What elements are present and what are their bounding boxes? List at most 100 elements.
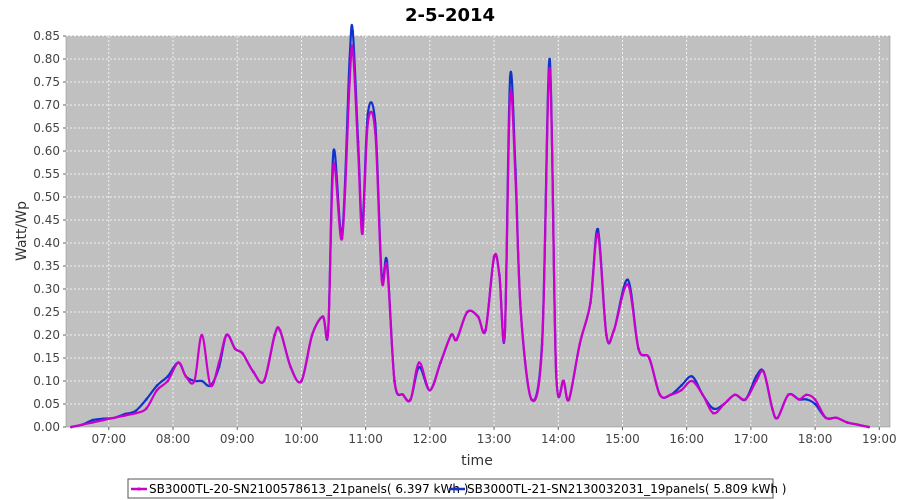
data-point [193, 379, 196, 383]
legend-marker [455, 487, 459, 491]
y-axis-ticks: 0.00 0.05 0.10 0.15 0.20 0.25 0.30 0.35 0.40 0.45… [33, 29, 66, 434]
data-point [393, 379, 396, 383]
data-point [91, 421, 95, 424]
y-tick-label: 0.50 [33, 190, 60, 204]
x-tick-label: 14:00 [541, 432, 576, 446]
data-point [548, 57, 551, 61]
gridlines [66, 35, 890, 427]
data-point [690, 379, 694, 383]
data-point [856, 423, 860, 427]
data-point [401, 393, 405, 397]
data-point [476, 315, 480, 318]
y-axis-label: Watt/Wp [14, 201, 30, 261]
data-point [455, 338, 458, 341]
data-point [835, 416, 838, 420]
legend: SB3000TL-20-SN2100578613_21panels( 6.397… [127, 478, 786, 499]
data-point [134, 409, 137, 413]
data-point [492, 255, 496, 259]
data-point [217, 361, 221, 364]
data-point [733, 393, 737, 397]
data-point [80, 423, 84, 427]
data-point [91, 418, 95, 422]
x-tick-label: 16:00 [669, 432, 704, 446]
y-tick-label: 0.05 [33, 397, 60, 411]
data-point [813, 398, 817, 401]
x-tick-label: 09:00 [220, 432, 255, 446]
data-point [177, 361, 180, 364]
data-point [449, 333, 453, 337]
data-point [680, 388, 683, 392]
data-point [514, 177, 517, 180]
data-point [262, 379, 266, 383]
data-point [200, 379, 204, 383]
data-point [321, 315, 325, 318]
data-point [669, 393, 672, 397]
legend-marker [137, 487, 141, 491]
data-point [134, 411, 137, 415]
x-axis-ticks: 07:00 08:00 09:00 10:00 11:00 12:00 13:00 14:00… [92, 427, 897, 446]
data-point [503, 333, 507, 337]
data-point [241, 352, 244, 355]
data-point [647, 356, 651, 360]
y-tick-label: 0.45 [33, 213, 60, 227]
data-point [578, 342, 581, 346]
x-tick-label: 15:00 [605, 432, 640, 446]
data-point [805, 393, 808, 397]
y-tick-label: 0.35 [33, 259, 60, 273]
y-tick-label: 0.60 [33, 144, 60, 158]
data-point [466, 310, 469, 314]
data-point [744, 398, 747, 401]
data-point [787, 393, 790, 397]
y-tick-label: 0.65 [33, 121, 60, 135]
data-point [102, 418, 105, 422]
x-tick-label: 17:00 [734, 432, 769, 446]
data-point [548, 66, 551, 70]
y-tick-label: 0.75 [33, 75, 60, 89]
data-point [776, 416, 779, 420]
y-tick-label: 0.25 [33, 305, 60, 319]
y-tick-label: 0.85 [33, 29, 60, 43]
series-layer [70, 24, 870, 429]
y-tick-label: 0.70 [33, 98, 60, 112]
data-point [762, 370, 765, 374]
data-point [417, 365, 421, 369]
data-point [596, 232, 600, 236]
data-point [658, 393, 662, 397]
data-point [278, 329, 282, 332]
data-point [123, 414, 127, 417]
data-point [626, 283, 630, 286]
x-tick-label: 11:00 [348, 432, 383, 446]
data-point [626, 278, 630, 282]
data-point [155, 388, 159, 392]
data-point [530, 398, 533, 401]
data-point [484, 329, 487, 332]
x-tick-label: 12:00 [413, 432, 448, 446]
x-tick-label: 10:00 [284, 432, 319, 446]
y-tick-label: 0.55 [33, 167, 60, 181]
data-point [409, 398, 412, 401]
data-point [332, 163, 335, 167]
chart-title: 2-5-2014 [405, 5, 495, 26]
data-point [374, 131, 377, 134]
data-point [439, 361, 442, 364]
data-point [567, 398, 571, 401]
data-point [310, 333, 314, 337]
data-point [428, 388, 432, 392]
data-point [562, 379, 565, 383]
data-point [540, 342, 544, 346]
data-point [361, 232, 364, 236]
data-point [273, 333, 277, 337]
data-point [813, 402, 817, 406]
data-point [637, 347, 640, 351]
y-tick-label: 0.00 [33, 420, 60, 434]
data-point [166, 375, 169, 378]
data-point [867, 425, 870, 429]
data-point [690, 375, 694, 378]
data-point [145, 398, 148, 401]
data-point [145, 407, 148, 410]
data-point [417, 361, 421, 364]
data-point [589, 301, 592, 305]
y-tick-label: 0.20 [33, 328, 60, 342]
data-point [380, 278, 384, 282]
